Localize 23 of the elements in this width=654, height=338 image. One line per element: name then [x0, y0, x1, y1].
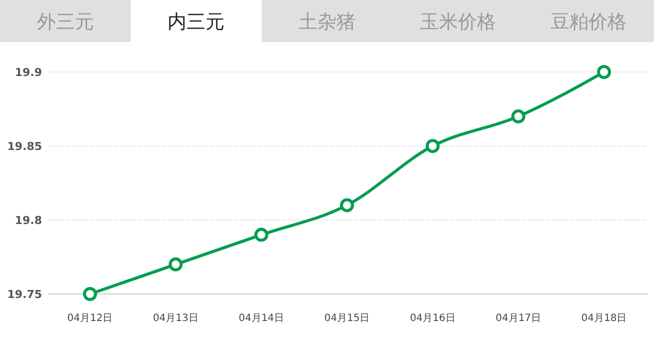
point [426, 139, 440, 153]
text: 玉米价格 [420, 11, 496, 33]
x-tick-label: 04月12日 [67, 313, 113, 324]
point [83, 287, 97, 301]
y-tick-label: 19.8 [14, 214, 42, 227]
point [254, 228, 268, 242]
y-tick-label: 19.9 [14, 66, 42, 79]
x-tick-label: 04月15日 [324, 313, 370, 324]
point [340, 198, 354, 212]
text: 豆粕价格 [550, 11, 627, 33]
point [168, 257, 183, 272]
x-tick-label: 04月16日 [410, 313, 456, 324]
x-tick-label: 04月18日 [581, 313, 627, 324]
y-tick-label: 19.85 [7, 140, 42, 153]
x-tick-label: 04月14日 [238, 313, 284, 324]
chart-title: 内三元 [168, 11, 225, 33]
text: 土杂猪 [298, 11, 356, 33]
y-tick-label: 19.75 [7, 288, 42, 301]
x-tick-label: 04月13日 [152, 313, 198, 324]
text: 外三元 [36, 11, 94, 33]
x-tick-label: 04月17日 [496, 313, 542, 324]
point [597, 65, 611, 79]
point [511, 109, 526, 124]
